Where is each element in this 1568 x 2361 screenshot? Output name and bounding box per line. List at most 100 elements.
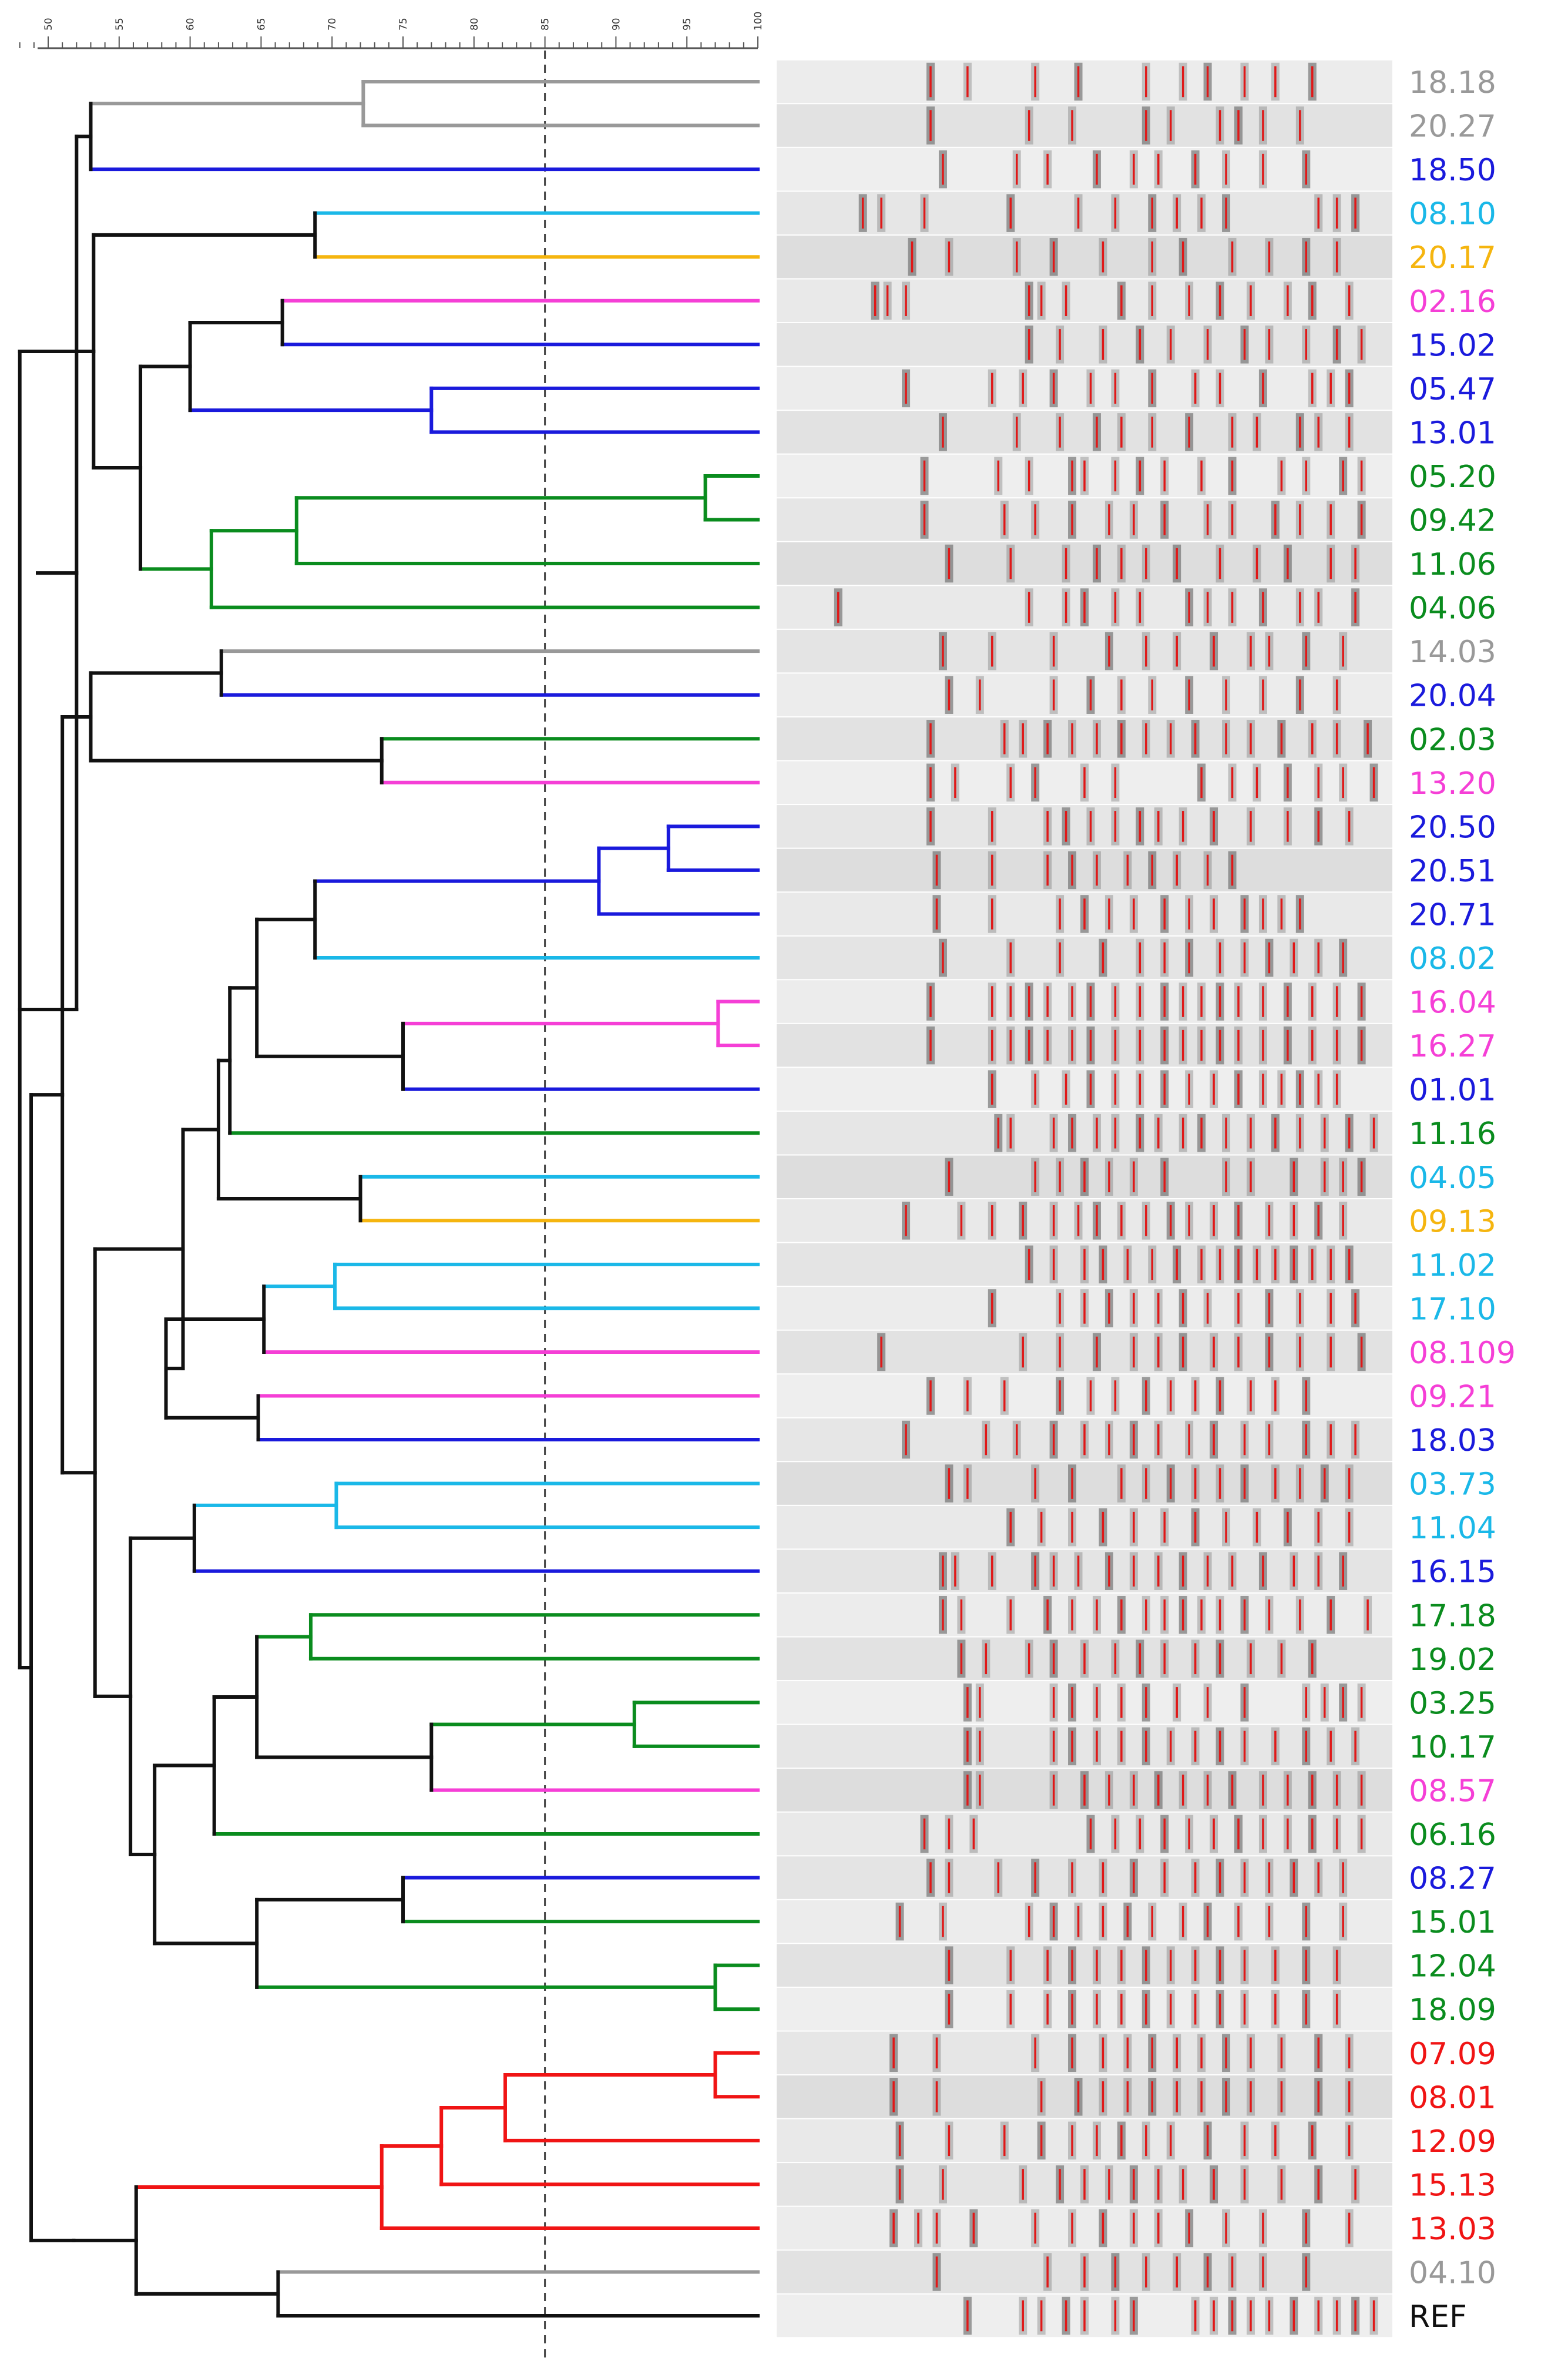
isolate-label: 15.13 — [1409, 2168, 1496, 2203]
isolate-label: REF — [1409, 2299, 1467, 2335]
gel-lane — [777, 498, 1392, 541]
isolate-label: 13.01 — [1409, 415, 1496, 451]
gel-lane — [777, 980, 1392, 1023]
scale-tick-label: 80 — [469, 18, 481, 31]
isolate-label: 08.27 — [1409, 1862, 1496, 1897]
isolate-label: 04.10 — [1409, 2256, 1496, 2291]
gel-lane — [777, 192, 1392, 234]
gel-fingerprints — [777, 60, 1392, 2337]
isolate-label: 20.27 — [1409, 109, 1496, 145]
isolate-label: 08.109 — [1409, 1336, 1516, 1371]
gel-lane — [777, 849, 1392, 892]
gel-lane — [777, 323, 1392, 366]
gel-lane — [777, 936, 1392, 980]
isolate-label: 20.50 — [1409, 810, 1496, 845]
isolate-label: 20.71 — [1409, 897, 1496, 933]
isolate-label: 16.04 — [1409, 985, 1496, 1021]
isolate-label: 12.04 — [1409, 1949, 1496, 1984]
isolate-label: 18.50 — [1409, 153, 1496, 188]
isolate-label: 03.73 — [1409, 1467, 1496, 1503]
isolate-label: 04.05 — [1409, 1161, 1496, 1196]
isolate-label: 12.09 — [1409, 2124, 1496, 2159]
isolate-label: 08.02 — [1409, 941, 1496, 977]
isolate-label: 17.10 — [1409, 1292, 1496, 1327]
gel-lane — [777, 411, 1392, 454]
isolate-labels: 18.18 20.27 18.50 08.10 20.17 02.16 15.02 05.47… — [1409, 65, 1516, 2335]
gel-lane — [777, 147, 1392, 191]
gel-lane — [777, 1024, 1392, 1067]
scale-tick-label: 90 — [610, 18, 622, 31]
similarity-scale: 50 55 60 65 70 75 80 85 90 95 100 — [19, 12, 764, 49]
gel-lane — [777, 1900, 1392, 1943]
gel-lane — [777, 542, 1392, 585]
gel-lane — [777, 279, 1392, 323]
gel-lane — [777, 235, 1392, 279]
gel-lane — [777, 805, 1392, 848]
scale-tick-label: 60 — [185, 18, 197, 31]
gel-lane — [777, 1374, 1392, 1417]
scale-tick-label: 100 — [753, 12, 764, 31]
isolate-label: 13.03 — [1409, 2212, 1496, 2247]
isolate-label: 01.01 — [1409, 1073, 1496, 1108]
gel-lane — [777, 673, 1392, 716]
scale-tick-label: 50 — [43, 18, 55, 31]
isolate-label: 19.02 — [1409, 1642, 1496, 1678]
isolate-label: 06.16 — [1409, 1817, 1496, 1853]
isolate-label: 02.16 — [1409, 284, 1496, 320]
isolate-label: 09.42 — [1409, 504, 1496, 539]
isolate-label: 13.20 — [1409, 766, 1496, 801]
gel-lane — [777, 1812, 1392, 1856]
gel-lane — [777, 629, 1392, 673]
gel-lane — [777, 1681, 1392, 1724]
gel-lane — [777, 367, 1392, 410]
isolate-label: 02.03 — [1409, 722, 1496, 757]
isolate-label: 20.17 — [1409, 240, 1496, 276]
isolate-label: 11.02 — [1409, 1248, 1496, 1283]
gel-lane — [777, 1593, 1392, 1636]
isolate-label: 18.18 — [1409, 65, 1496, 100]
gel-lane — [777, 2031, 1392, 2075]
scale-tick-label: 65 — [256, 18, 267, 31]
scale-tick-label: 55 — [114, 18, 126, 31]
gel-lane — [777, 1505, 1392, 1549]
isolate-label: 18.03 — [1409, 1423, 1496, 1458]
gel-lane — [777, 1987, 1392, 2031]
gel-lane — [777, 1550, 1392, 1592]
isolate-label: 11.16 — [1409, 1116, 1496, 1152]
isolate-label: 11.06 — [1409, 547, 1496, 582]
isolate-label: 08.01 — [1409, 2080, 1496, 2115]
isolate-label: 07.09 — [1409, 2037, 1496, 2072]
isolate-label: 09.13 — [1409, 1204, 1496, 1239]
dendrogram-tree — [18, 80, 760, 2318]
gel-lane — [777, 1944, 1392, 1987]
isolate-label: 18.09 — [1409, 1993, 1496, 2028]
isolate-label: 11.04 — [1409, 1511, 1496, 1546]
scale-tick-label: 85 — [540, 18, 552, 31]
gel-lane — [777, 1199, 1392, 1242]
scale-tick-label: 70 — [327, 18, 338, 31]
scale-tick-label: 95 — [681, 18, 693, 31]
isolate-label: 05.20 — [1409, 460, 1496, 495]
isolate-label: 05.47 — [1409, 372, 1496, 407]
gel-lane — [777, 2075, 1392, 2118]
isolate-label: 04.06 — [1409, 591, 1496, 626]
gel-lane — [777, 1111, 1392, 1155]
isolate-label: 03.25 — [1409, 1686, 1496, 1721]
isolate-label: 14.03 — [1409, 635, 1496, 670]
gel-lane — [777, 1725, 1392, 1768]
gel-lane — [777, 717, 1392, 760]
isolate-label: 08.10 — [1409, 197, 1496, 232]
gel-lane — [777, 2206, 1392, 2250]
gel-lane — [777, 60, 1392, 103]
isolate-label: 09.21 — [1409, 1380, 1496, 1415]
gel-lane — [777, 1068, 1392, 1111]
gel-lane — [777, 104, 1392, 147]
isolate-label: 17.18 — [1409, 1598, 1496, 1634]
gel-lane — [777, 1856, 1392, 1899]
isolate-label: 16.15 — [1409, 1555, 1496, 1590]
isolate-label: 16.27 — [1409, 1029, 1496, 1064]
isolate-label: 20.04 — [1409, 679, 1496, 714]
gel-lane — [777, 2119, 1392, 2162]
scale-tick-label: 75 — [398, 18, 409, 31]
